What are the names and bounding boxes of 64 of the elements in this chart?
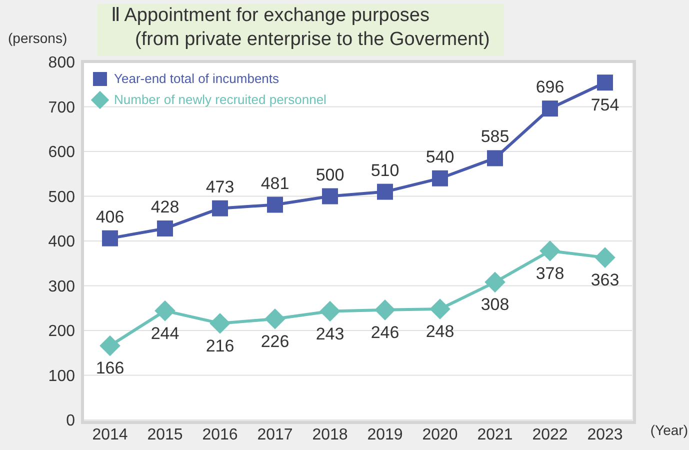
data-label: 500	[316, 165, 344, 184]
y-tick-label: 0	[66, 412, 76, 430]
x-tick-label: 2017	[257, 426, 293, 444]
point	[597, 74, 613, 91]
x-tick-label: 2018	[312, 426, 348, 444]
x-tick-label: 2020	[422, 426, 458, 444]
x-tick-label: 2023	[587, 426, 623, 444]
point	[432, 170, 448, 186]
data-label: 216	[206, 336, 234, 356]
data-label: 473	[206, 177, 234, 196]
point	[594, 247, 616, 268]
data-label: 585	[480, 127, 510, 146]
y-tick-label: 100	[48, 368, 76, 385]
data-label: 378	[536, 264, 564, 283]
data-label: 226	[260, 332, 290, 351]
data-label: 481	[260, 174, 290, 193]
point	[157, 220, 173, 236]
point	[267, 196, 283, 213]
legend-label: Year-end total of incumbents	[114, 70, 280, 88]
data-label: 754	[590, 96, 620, 115]
point	[100, 335, 120, 356]
point	[430, 298, 450, 320]
data-label: 244	[150, 324, 180, 343]
point	[487, 150, 503, 166]
x-tick-label: 2019	[367, 426, 403, 444]
y-tick-label: 700	[48, 99, 76, 116]
point	[210, 312, 230, 334]
y-tick-label: 200	[48, 323, 76, 340]
point	[102, 230, 118, 246]
x-axis-title: (Year)	[650, 422, 688, 438]
data-label: 248	[426, 322, 454, 342]
y-axis-title: (persons)	[8, 30, 68, 46]
data-label: 166	[96, 358, 124, 378]
x-tick-label: 2021	[477, 426, 513, 444]
data-label: 308	[480, 295, 510, 314]
y-tick-label: 600	[48, 144, 76, 162]
data-label: 243	[316, 324, 344, 344]
point	[212, 200, 228, 216]
point	[374, 300, 396, 320]
chart-title: Ⅱ Appointment for exchange purposes (from private enterprise to the Goverment)	[111, 4, 490, 52]
point	[542, 100, 558, 117]
y-tick-label: 300	[48, 278, 76, 296]
data-label: 428	[150, 197, 180, 216]
data-label: 696	[536, 78, 564, 97]
data-label: 246	[370, 322, 400, 342]
x-tick-label: 2016	[202, 426, 238, 444]
data-label: 540	[426, 147, 454, 166]
x-tick-label: 2015	[147, 426, 183, 444]
point	[154, 300, 176, 322]
y-tick-label: 500	[48, 188, 76, 206]
point	[264, 308, 286, 330]
legend-label: Number of newly recruited personnel	[114, 91, 326, 109]
x-tick-label: 2022	[532, 426, 568, 444]
point	[377, 184, 393, 200]
point	[484, 272, 506, 293]
point	[320, 300, 340, 322]
y-tick-label: 800	[48, 54, 76, 72]
y-tick-label: 400	[48, 234, 76, 251]
point	[540, 240, 560, 262]
data-label: 363	[590, 270, 620, 290]
data-label: 406	[96, 207, 124, 226]
point	[322, 188, 338, 204]
data-label: 510	[370, 160, 400, 180]
x-tick-label: 2014	[92, 426, 128, 444]
